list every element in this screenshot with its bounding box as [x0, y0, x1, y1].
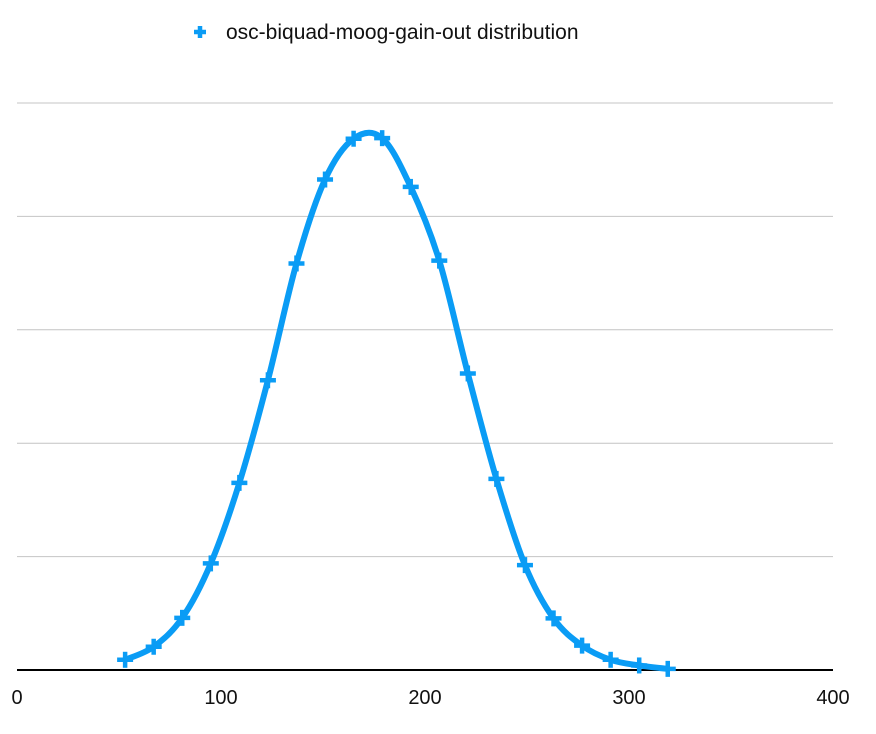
x-tick-label-300: 300: [612, 687, 645, 709]
data-point-0: [117, 651, 134, 668]
legend-label: osc-biquad-moog-gain-out distribution: [226, 21, 579, 44]
data-point-4: [231, 474, 248, 491]
data-point-14: [516, 557, 533, 574]
x-tick-label-400: 400: [816, 687, 849, 709]
data-point-11: [431, 252, 448, 269]
data-point-16: [574, 637, 591, 654]
data-point-1: [145, 638, 162, 655]
legend: osc-biquad-moog-gain-out distribution: [194, 21, 579, 44]
legend-plus-marker: [194, 26, 206, 38]
data-point-15: [545, 610, 562, 627]
legend-plus-icon: [194, 26, 206, 38]
data-point-6: [288, 255, 305, 272]
data-point-17: [602, 651, 619, 668]
data-point-19: [659, 660, 676, 677]
data-point-8: [345, 130, 362, 147]
x-tick-label-200: 200: [408, 687, 441, 709]
x-tick-label-0: 0: [11, 687, 22, 709]
data-point-18: [631, 657, 648, 674]
x-axis-tick-labels: 0 100 200 300 400: [11, 687, 849, 709]
series-line: [122, 129, 671, 672]
data-point-12: [459, 365, 476, 382]
data-point-7: [317, 171, 334, 188]
series-layer: [122, 129, 671, 672]
data-point-13: [488, 470, 505, 487]
data-point-5: [259, 372, 276, 389]
data-point-markers: [117, 130, 676, 677]
data-point-10: [402, 178, 419, 195]
x-tick-label-100: 100: [204, 687, 237, 709]
gridlines: [17, 102, 833, 558]
data-point-3: [202, 555, 219, 572]
data-point-2: [174, 609, 191, 626]
data-point-9: [374, 130, 391, 147]
